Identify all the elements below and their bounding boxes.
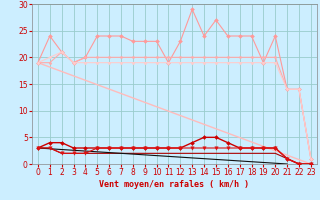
X-axis label: Vent moyen/en rafales ( km/h ): Vent moyen/en rafales ( km/h )	[100, 180, 249, 189]
